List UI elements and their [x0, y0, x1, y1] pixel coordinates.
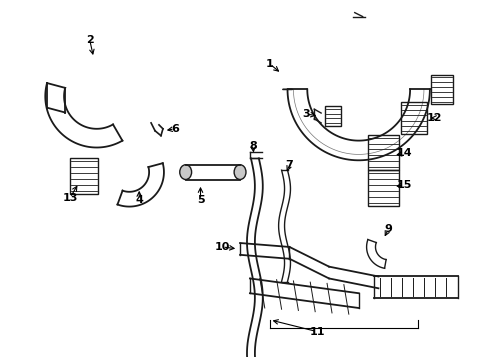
- Text: 11: 11: [309, 327, 325, 337]
- Text: 13: 13: [62, 193, 78, 203]
- Bar: [70, 158, 98, 194]
- Text: 5: 5: [196, 195, 204, 205]
- Text: 2: 2: [86, 35, 94, 45]
- Text: 15: 15: [396, 180, 412, 190]
- Ellipse shape: [234, 165, 246, 180]
- Text: 14: 14: [396, 148, 412, 158]
- Bar: [401, 102, 427, 134]
- Bar: [368, 170, 399, 206]
- Text: 7: 7: [286, 160, 294, 170]
- Text: 4: 4: [135, 195, 143, 205]
- Bar: [431, 75, 453, 104]
- Text: 8: 8: [249, 140, 257, 150]
- Bar: [325, 106, 341, 126]
- Text: 12: 12: [427, 113, 442, 123]
- Text: 10: 10: [215, 242, 230, 252]
- Text: 9: 9: [385, 224, 392, 234]
- Text: 1: 1: [266, 59, 273, 69]
- Text: 6: 6: [171, 124, 179, 134]
- Bar: [368, 135, 399, 170]
- Ellipse shape: [180, 165, 192, 180]
- Text: 3: 3: [302, 109, 310, 119]
